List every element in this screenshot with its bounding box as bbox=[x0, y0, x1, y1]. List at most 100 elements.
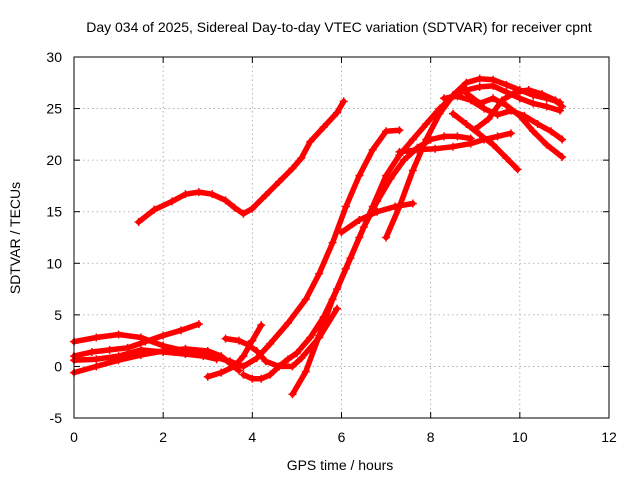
data-point-marker bbox=[462, 120, 471, 129]
data-point-marker bbox=[105, 345, 114, 354]
series-track-15 bbox=[448, 109, 522, 174]
data-point-marker bbox=[203, 346, 212, 355]
series-track-14 bbox=[462, 89, 567, 162]
data-point-marker bbox=[261, 357, 270, 366]
series-line bbox=[450, 110, 521, 173]
data-point-marker bbox=[475, 82, 484, 91]
data-point-marker bbox=[475, 99, 484, 108]
data-point-marker bbox=[297, 354, 306, 363]
data-point-marker bbox=[136, 345, 145, 354]
data-point-marker bbox=[558, 135, 567, 144]
data-point-marker bbox=[408, 135, 417, 144]
data-point-marker bbox=[306, 137, 315, 146]
y-tick-label: 20 bbox=[46, 152, 62, 168]
data-point-marker bbox=[448, 142, 457, 151]
data-point-marker bbox=[551, 96, 560, 105]
data-point-marker bbox=[266, 370, 275, 379]
data-point-marker bbox=[489, 75, 498, 84]
data-point-marker bbox=[448, 109, 457, 118]
data-point-marker bbox=[261, 191, 270, 200]
data-point-marker bbox=[284, 355, 292, 364]
data-point-marker bbox=[239, 209, 248, 218]
data-point-marker bbox=[181, 190, 190, 199]
data-point-marker bbox=[194, 320, 203, 329]
data-point-marker bbox=[484, 114, 493, 123]
data-point-marker bbox=[230, 203, 239, 212]
data-point-marker bbox=[248, 336, 257, 345]
data-point-marker bbox=[221, 196, 230, 205]
data-point-marker bbox=[275, 177, 284, 186]
data-point-marker bbox=[513, 165, 522, 174]
x-tick-label: 2 bbox=[159, 429, 167, 445]
data-point-marker bbox=[493, 132, 502, 141]
data-point-marker bbox=[159, 331, 168, 340]
data-point-marker bbox=[243, 340, 252, 349]
x-tick-label: 8 bbox=[427, 429, 435, 445]
series-track-3 bbox=[70, 320, 203, 361]
data-point-marker bbox=[217, 352, 226, 361]
data-point-marker bbox=[212, 355, 221, 364]
series-line bbox=[71, 346, 242, 376]
data-point-marker bbox=[475, 130, 484, 139]
data-point-marker bbox=[355, 215, 364, 224]
data-point-marker bbox=[382, 233, 391, 242]
data-point-marker bbox=[471, 125, 480, 134]
data-point-marker bbox=[558, 102, 567, 111]
grid-lines bbox=[74, 57, 609, 418]
data-point-marker bbox=[315, 269, 324, 278]
series-track-9 bbox=[288, 81, 564, 399]
data-point-marker bbox=[524, 86, 533, 95]
x-tick-label: 6 bbox=[338, 429, 346, 445]
data-point-marker bbox=[136, 333, 145, 342]
data-point-marker bbox=[547, 127, 556, 136]
data-point-marker bbox=[333, 304, 342, 313]
data-point-marker bbox=[355, 171, 364, 180]
data-point-marker bbox=[373, 207, 382, 216]
data-point-marker bbox=[489, 140, 498, 149]
data-point-marker bbox=[462, 78, 471, 87]
data-point-marker bbox=[230, 362, 239, 371]
data-point-marker bbox=[199, 352, 208, 361]
y-tick-label: 10 bbox=[46, 255, 62, 271]
series-line bbox=[240, 133, 474, 382]
y-tick-label: -5 bbox=[50, 410, 63, 426]
data-point-marker bbox=[462, 89, 471, 98]
data-point-marker bbox=[301, 367, 310, 376]
data-point-marker bbox=[475, 74, 484, 83]
data-point-marker bbox=[319, 123, 328, 132]
data-point-marker bbox=[440, 94, 449, 103]
data-point-marker bbox=[288, 164, 297, 173]
data-point-marker bbox=[239, 370, 248, 379]
data-point-marker bbox=[341, 202, 350, 211]
data-point-marker bbox=[168, 197, 177, 206]
data-point-marker bbox=[92, 355, 101, 364]
data-point-marker bbox=[489, 94, 498, 103]
plot-frame bbox=[73, 56, 610, 419]
y-axis-label: SDTVAR / TECUs bbox=[7, 182, 23, 294]
data-point-marker bbox=[511, 88, 520, 97]
data-point-marker bbox=[315, 331, 324, 340]
data-point-marker bbox=[275, 362, 284, 371]
y-tick-label: 30 bbox=[46, 49, 62, 65]
data-point-marker bbox=[502, 154, 511, 163]
x-tick-label: 4 bbox=[248, 429, 256, 445]
data-point-marker bbox=[333, 108, 342, 117]
data-point-marker bbox=[234, 336, 243, 345]
data-point-marker bbox=[382, 171, 391, 180]
chart-title: Day 034 of 2025, Sidereal Day-to-day VTE… bbox=[86, 19, 592, 35]
data-point-marker bbox=[114, 352, 123, 361]
data-point-marker bbox=[248, 204, 257, 213]
data-point-marker bbox=[558, 153, 567, 162]
data-point-marker bbox=[408, 166, 417, 175]
data-point-marker bbox=[208, 190, 217, 199]
data-point-marker bbox=[341, 264, 350, 273]
data-point-marker bbox=[440, 132, 449, 141]
data-point-marker bbox=[328, 295, 337, 304]
y-tick-label: 5 bbox=[54, 307, 62, 323]
y-tick-label: 0 bbox=[54, 358, 62, 374]
data-point-marker bbox=[542, 102, 551, 111]
series-track-8 bbox=[239, 132, 475, 383]
data-point-marker bbox=[431, 144, 440, 153]
data-point-marker bbox=[368, 145, 377, 154]
data-point-marker bbox=[408, 199, 417, 208]
